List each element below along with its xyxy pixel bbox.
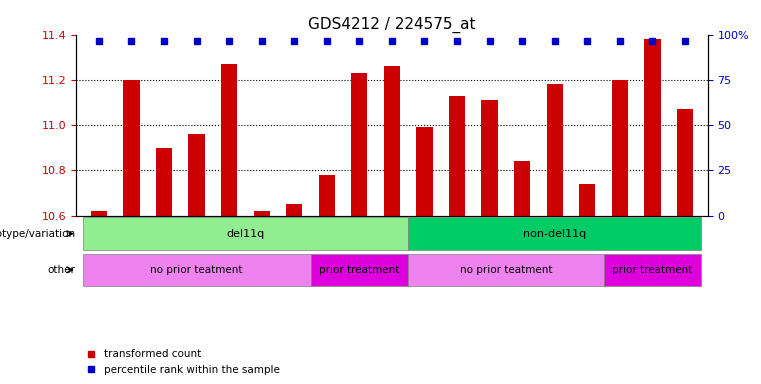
Text: del11q: del11q xyxy=(226,229,265,239)
Legend: transformed count, percentile rank within the sample: transformed count, percentile rank withi… xyxy=(81,345,285,379)
Bar xyxy=(482,100,498,215)
Bar xyxy=(253,211,270,215)
FancyBboxPatch shape xyxy=(83,217,408,250)
Title: GDS4212 / 224575_at: GDS4212 / 224575_at xyxy=(308,17,476,33)
Text: non-del11q: non-del11q xyxy=(523,229,586,239)
FancyBboxPatch shape xyxy=(408,253,603,286)
Text: other: other xyxy=(48,265,75,275)
Text: genotype/variation: genotype/variation xyxy=(0,229,75,239)
Bar xyxy=(352,73,368,215)
Bar xyxy=(156,148,172,215)
Bar xyxy=(677,109,693,215)
Bar xyxy=(91,211,107,215)
Bar xyxy=(319,175,335,215)
Bar xyxy=(579,184,595,215)
Bar xyxy=(546,84,563,215)
FancyBboxPatch shape xyxy=(408,217,701,250)
Bar xyxy=(612,80,628,215)
Text: prior treatment: prior treatment xyxy=(319,265,400,275)
Text: no prior teatment: no prior teatment xyxy=(460,265,552,275)
Bar xyxy=(449,96,465,215)
Bar xyxy=(384,66,400,215)
Bar xyxy=(286,204,302,215)
Bar xyxy=(514,161,530,215)
FancyBboxPatch shape xyxy=(603,253,701,286)
Bar xyxy=(645,39,661,215)
Bar xyxy=(221,64,237,215)
Bar xyxy=(189,134,205,215)
Bar xyxy=(123,80,139,215)
Bar xyxy=(416,127,432,215)
Text: no prior teatment: no prior teatment xyxy=(151,265,243,275)
Text: prior treatment: prior treatment xyxy=(612,265,693,275)
FancyBboxPatch shape xyxy=(310,253,408,286)
FancyBboxPatch shape xyxy=(83,253,310,286)
